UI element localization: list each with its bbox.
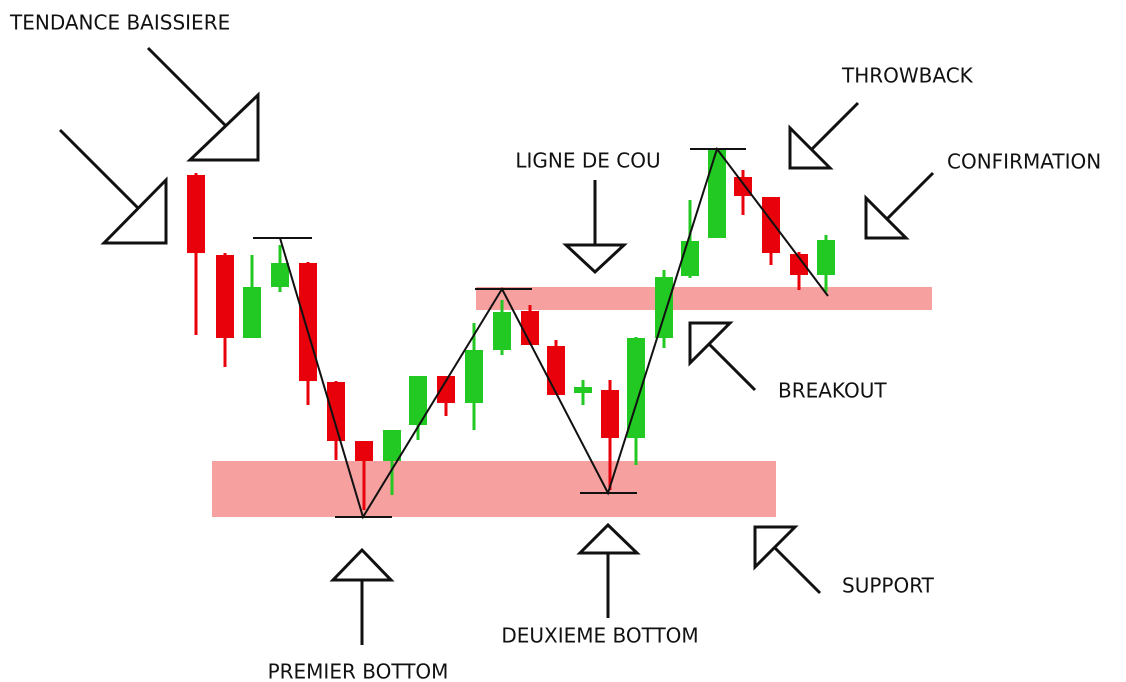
label-support: SUPPORT — [842, 574, 935, 598]
label-confirmation: CONFIRMATION — [947, 150, 1101, 174]
candle-body — [817, 240, 835, 275]
arrow-shaft — [707, 342, 757, 392]
arrow-shaft — [885, 171, 935, 221]
candle-body — [521, 311, 539, 345]
label-throwback: THROWBACK — [841, 64, 974, 88]
candle-body — [437, 376, 455, 403]
candle-body — [271, 263, 289, 287]
label-trend: TENDANCE BAISSIERE — [9, 11, 230, 35]
candle-body — [547, 346, 565, 395]
candle-body — [383, 430, 401, 461]
candle-body — [355, 441, 373, 461]
candle-body — [409, 376, 427, 425]
candle-body — [790, 254, 808, 275]
candle-body — [708, 150, 726, 238]
arrow-head — [329, 547, 395, 582]
candle-body — [465, 350, 483, 403]
zigzag-line — [279, 146, 829, 520]
candle-body — [243, 287, 261, 338]
arrow-head — [788, 124, 834, 170]
neckline-zone — [476, 287, 932, 310]
label-breakout: BREAKOUT — [778, 379, 887, 403]
candle-body — [655, 277, 673, 338]
arrow-shaft — [58, 128, 142, 212]
label-neckline: LIGNE DE COU — [515, 149, 660, 173]
level-caps — [253, 148, 746, 518]
candle-body — [493, 312, 511, 350]
arrow-shaft — [810, 101, 860, 151]
candle-body — [574, 387, 592, 393]
arrow-head — [562, 243, 628, 275]
arrow-shaft — [146, 46, 230, 130]
arrow-shaft — [772, 545, 822, 595]
candle-body — [299, 263, 317, 381]
candle-body — [681, 241, 699, 276]
arrow-head — [753, 525, 799, 571]
candle-body — [327, 382, 345, 441]
arrows — [58, 46, 935, 645]
candle-body — [601, 390, 619, 438]
candle-body — [216, 255, 234, 338]
arrow-head — [576, 522, 641, 555]
arrow-head — [100, 176, 168, 245]
support-zone — [212, 461, 776, 517]
candle-body — [627, 338, 645, 438]
candle-body — [734, 177, 752, 196]
label-first-bottom: PREMIER BOTTOM — [268, 660, 449, 682]
candle-body — [187, 175, 205, 253]
arrow-head — [688, 321, 734, 367]
arrow-head — [864, 194, 910, 240]
arrow-head — [186, 91, 260, 162]
label-second-bottom: DEUXIEME BOTTOM — [501, 624, 698, 648]
candle-body — [762, 197, 780, 253]
